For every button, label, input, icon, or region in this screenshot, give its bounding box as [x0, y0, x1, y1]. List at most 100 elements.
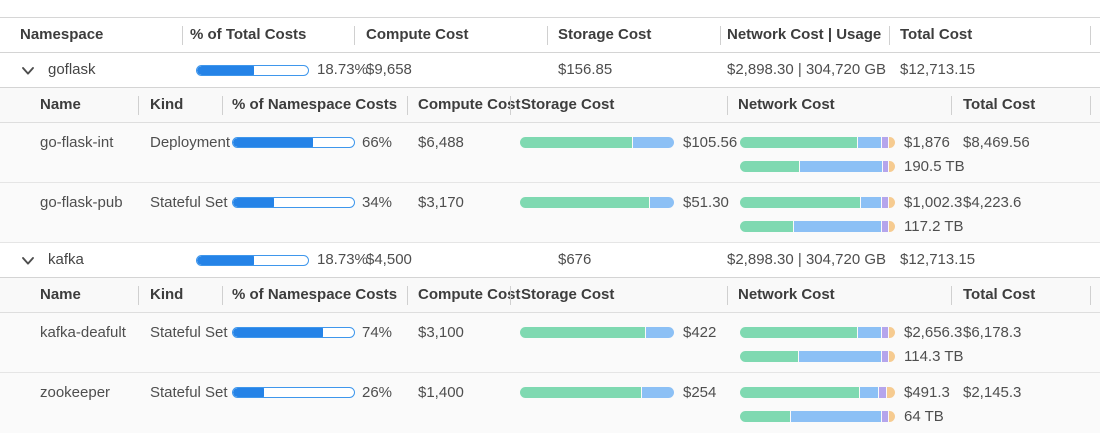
column-header-storage-cost[interactable]: Storage Cost — [558, 26, 652, 43]
workload-kind: Stateful Set — [150, 194, 228, 211]
column-header-name[interactable]: Name — [40, 286, 81, 303]
column-divider — [407, 96, 408, 115]
bar-segment-green — [740, 197, 861, 208]
bar-segment-green — [740, 387, 859, 398]
network-cost-bar — [740, 137, 895, 148]
workload-table-header: Name Kind % of Namespace Costs Compute Cost… — [0, 88, 1100, 123]
column-header-storage-cost[interactable]: Storage Cost — [521, 286, 615, 303]
bar-segment-blue — [858, 137, 881, 148]
workload-kind: Stateful Set — [150, 384, 228, 401]
bar-segment-green — [520, 197, 649, 208]
column-divider — [138, 286, 139, 305]
chevron-down-icon[interactable] — [21, 66, 35, 76]
progress-fill — [233, 388, 265, 397]
workload-kind: Stateful Set — [150, 324, 228, 341]
column-header-of-namespace-costs[interactable]: % of Namespace Costs — [232, 96, 398, 113]
bar-segment-purple — [881, 327, 888, 338]
workload-compute-cost: $6,488 — [418, 134, 464, 151]
column-header-total-cost[interactable]: Total Cost — [963, 286, 1036, 303]
column-header-compute-cost[interactable]: Compute Cost — [418, 286, 521, 303]
bar-segment-purple — [883, 161, 888, 172]
namespace-row-kafka[interactable]: kafka 18.73% $4,500 $676 $2,898.30 | 304,720… — [0, 243, 1100, 278]
namespace-pct-bar — [196, 65, 309, 76]
bar-segment-blue — [646, 327, 674, 338]
namespace-pct-bar — [196, 255, 309, 266]
namespace-storage-cost: $676 — [558, 251, 592, 268]
column-header-namespace[interactable]: Namespace — [20, 26, 104, 43]
column-divider — [222, 96, 223, 115]
network-cost-label: $2,656.3 — [904, 324, 963, 341]
network-usage-bar — [740, 221, 895, 232]
column-header-kind[interactable]: Kind — [150, 96, 184, 113]
namespace-pct-label: 18.73% — [317, 251, 368, 268]
column-header-network-cost[interactable]: Network Cost — [738, 286, 835, 303]
column-divider — [889, 26, 890, 45]
bar-segment-green — [740, 221, 794, 232]
namespace-storage-cost: $156.85 — [558, 61, 613, 78]
bar-segment-purple — [878, 387, 887, 398]
network-usage-bar — [740, 161, 895, 172]
column-header-storage-cost[interactable]: Storage Cost — [521, 96, 615, 113]
column-divider — [727, 96, 728, 115]
storage-cost-label: $51.30 — [683, 194, 729, 211]
namespace-total-cost: $12,713.15 — [900, 61, 976, 78]
network-cost-bar — [740, 387, 895, 398]
workload-row-kafka-deafult[interactable]: kafka-deafult Stateful Set 74% $3,100 $422 $2… — [0, 313, 1100, 373]
column-header-name[interactable]: Name — [40, 96, 81, 113]
main-table-header: Namespace % of Total Costs Compute Cost Sto… — [0, 18, 1100, 53]
workload-name: zookeeper — [40, 384, 111, 401]
network-cost-bar — [740, 327, 895, 338]
column-divider — [951, 96, 952, 115]
bar-segment-blue — [858, 327, 881, 338]
bar-segment-green — [740, 411, 791, 422]
bar-segment-blue — [794, 221, 881, 232]
bar-segment-purple — [881, 351, 888, 362]
column-divider — [354, 26, 355, 45]
bar-segment-orange — [888, 161, 895, 172]
bar-segment-orange — [888, 221, 895, 232]
network-cost-label: $1,002.3 — [904, 194, 963, 211]
bar-segment-purple — [881, 411, 888, 422]
namespace-total-cost: $12,713.15 — [900, 251, 976, 268]
storage-cost-label: $105.56 — [683, 134, 738, 151]
column-header-compute-cost[interactable]: Compute Cost — [418, 96, 521, 113]
workload-pct-label: 34% — [362, 194, 393, 211]
namespace-pct-label: 18.73% — [317, 61, 368, 78]
network-cost-bar — [740, 197, 895, 208]
column-header-network-cost[interactable]: Network Cost — [738, 96, 835, 113]
namespace-row-goflask[interactable]: goflask 18.73% $9,658 $156.85 $2,898.30 | 30… — [0, 53, 1100, 88]
workload-name: go-flask-pub — [40, 194, 123, 211]
workload-compute-cost: $3,100 — [418, 324, 464, 341]
bar-segment-green — [740, 137, 858, 148]
column-divider — [510, 286, 511, 305]
column-header-of-total-costs[interactable]: % of Total Costs — [190, 26, 307, 43]
workload-row-zookeeper[interactable]: zookeeper Stateful Set 26% $1,400 $254 $491.3… — [0, 373, 1100, 433]
network-cost-label: $1,876 — [904, 134, 950, 151]
column-header-total-cost[interactable]: Total Cost — [963, 96, 1036, 113]
bar-segment-orange — [887, 387, 895, 398]
workload-row-go-flask-int[interactable]: go-flask-int Deployment 66% $6,488 $105.56 $1… — [0, 123, 1100, 183]
bar-segment-green — [740, 351, 798, 362]
column-header-of-namespace-costs[interactable]: % of Namespace Costs — [232, 286, 398, 303]
column-header-compute-cost[interactable]: Compute Cost — [366, 26, 469, 43]
column-divider — [951, 286, 952, 305]
bar-segment-orange — [888, 411, 895, 422]
network-cost-label: $491.3 — [904, 384, 950, 401]
storage-cost-bar — [520, 327, 674, 338]
chevron-down-icon[interactable] — [21, 256, 35, 266]
bar-segment-blue — [800, 161, 883, 172]
column-divider — [407, 286, 408, 305]
storage-cost-label: $254 — [683, 384, 717, 401]
column-header-network-cost-usage[interactable]: Network Cost | Usage — [727, 26, 882, 43]
workload-row-go-flask-pub[interactable]: go-flask-pub Stateful Set 34% $3,170 $51.30 $… — [0, 183, 1100, 243]
network-usage-label: 190.5 TB — [904, 158, 965, 175]
column-divider — [138, 96, 139, 115]
column-header-kind[interactable]: Kind — [150, 286, 184, 303]
column-divider — [182, 26, 183, 45]
column-header-total-cost[interactable]: Total Cost — [900, 26, 973, 43]
bar-segment-green — [520, 327, 646, 338]
column-divider — [720, 26, 721, 45]
bar-segment-purple — [881, 221, 888, 232]
workload-total-cost: $2,145.3 — [963, 384, 1022, 401]
column-divider — [547, 26, 548, 45]
